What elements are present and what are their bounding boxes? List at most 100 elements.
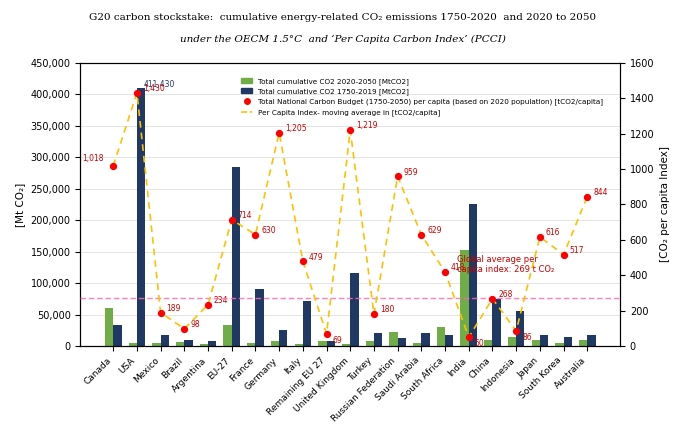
Per Capita Index- moving average in [tCO2/capita] <box>370 311 378 317</box>
Text: 1,018: 1,018 <box>82 155 103 163</box>
Text: 418: 418 <box>451 263 465 272</box>
Text: 959: 959 <box>403 167 419 177</box>
Bar <box>556 343 564 346</box>
Bar <box>493 299 501 346</box>
Bar <box>532 340 540 346</box>
Bar <box>421 333 429 346</box>
Total National Carbon Budget (1750-2050) per capita (based on 2020 population) [tCO2/capita] <box>108 162 119 170</box>
Text: 86: 86 <box>522 333 532 342</box>
Bar <box>208 341 216 346</box>
Bar <box>374 333 382 346</box>
Bar <box>303 301 311 346</box>
Bar <box>540 335 548 346</box>
Text: 50: 50 <box>475 339 484 348</box>
Per Capita Index- moving average in [tCO2/capita] <box>251 232 260 237</box>
Per Capita Index- moving average in [tCO2/capita] <box>204 302 212 307</box>
Line: Per Capita Index- moving average in [tCO2/capita]: Per Capita Index- moving average in [tCO… <box>113 93 587 337</box>
Bar <box>516 311 525 346</box>
Text: 517: 517 <box>569 246 584 255</box>
Text: 69: 69 <box>332 336 342 345</box>
Bar <box>445 336 453 346</box>
Legend: Total cumulative CO2 2020-2050 [MtCO2], Total cumulative CO2 1750-2019 [MtCO2], : Total cumulative CO2 2020-2050 [MtCO2], … <box>238 75 606 119</box>
Per Capita Index- moving average in [tCO2/capita] <box>394 174 402 179</box>
Total National Carbon Budget (1750-2050) per capita (based on 2020 population) [tCO2/capita] <box>321 330 332 337</box>
Total National Carbon Budget (1750-2050) per capita (based on 2020 population) [tCO2/capita] <box>487 295 498 302</box>
Bar <box>484 340 493 346</box>
Per Capita Index- moving average in [tCO2/capita] <box>536 234 544 240</box>
Text: 630: 630 <box>262 226 276 235</box>
Total National Carbon Budget (1750-2050) per capita (based on 2020 population) [tCO2/capita] <box>179 325 190 332</box>
Per Capita Index- moving average in [tCO2/capita] <box>157 310 165 315</box>
Bar <box>319 341 327 346</box>
Total National Carbon Budget (1750-2050) per capita (based on 2020 population) [tCO2/capita] <box>393 173 403 180</box>
Bar <box>161 335 169 346</box>
Per Capita Index- moving average in [tCO2/capita] <box>488 296 497 301</box>
Bar <box>129 343 137 346</box>
Text: Global average per
capita index: 269 t CO₂: Global average per capita index: 269 t C… <box>457 254 554 274</box>
Text: 479: 479 <box>309 253 323 261</box>
Text: 98: 98 <box>190 320 200 329</box>
Total National Carbon Budget (1750-2050) per capita (based on 2020 population) [tCO2/capita] <box>534 233 545 240</box>
Total National Carbon Budget (1750-2050) per capita (based on 2020 population) [tCO2/capita] <box>226 216 237 223</box>
Bar <box>271 341 279 346</box>
Bar <box>256 289 264 346</box>
Bar <box>184 340 192 346</box>
Total National Carbon Budget (1750-2050) per capita (based on 2020 population) [tCO2/capita] <box>416 231 427 238</box>
Total National Carbon Budget (1750-2050) per capita (based on 2020 population) [tCO2/capita] <box>511 327 522 334</box>
Y-axis label: [CO₂ per capita Index]: [CO₂ per capita Index] <box>660 146 670 262</box>
Bar <box>152 343 161 346</box>
Total National Carbon Budget (1750-2050) per capita (based on 2020 population) [tCO2/capita] <box>463 334 474 341</box>
Total National Carbon Budget (1750-2050) per capita (based on 2020 population) [tCO2/capita] <box>155 309 166 316</box>
Bar <box>413 343 421 346</box>
Bar <box>350 273 358 346</box>
Per Capita Index- moving average in [tCO2/capita] <box>133 90 141 95</box>
Text: 629: 629 <box>427 226 442 235</box>
Text: 1,205: 1,205 <box>285 124 307 133</box>
Total National Carbon Budget (1750-2050) per capita (based on 2020 population) [tCO2/capita] <box>274 129 285 136</box>
Bar <box>327 341 335 346</box>
Per Capita Index- moving average in [tCO2/capita] <box>417 232 425 237</box>
Bar <box>564 337 572 346</box>
Bar <box>247 343 256 346</box>
Total National Carbon Budget (1750-2050) per capita (based on 2020 population) [tCO2/capita] <box>369 311 379 318</box>
Bar <box>398 338 406 346</box>
Text: 189: 189 <box>166 304 181 313</box>
Per Capita Index- moving average in [tCO2/capita] <box>227 217 236 223</box>
Text: 844: 844 <box>593 188 608 197</box>
Per Capita Index- moving average in [tCO2/capita] <box>441 269 449 275</box>
Total National Carbon Budget (1750-2050) per capita (based on 2020 population) [tCO2/capita] <box>582 193 593 200</box>
Per Capita Index- moving average in [tCO2/capita] <box>109 163 117 169</box>
Total National Carbon Budget (1750-2050) per capita (based on 2020 population) [tCO2/capita] <box>440 268 451 276</box>
Bar <box>579 340 587 346</box>
Total National Carbon Budget (1750-2050) per capita (based on 2020 population) [tCO2/capita] <box>132 89 142 96</box>
Text: 714: 714 <box>238 211 252 220</box>
Bar <box>176 342 184 346</box>
Bar <box>295 344 303 346</box>
Text: 1,219: 1,219 <box>356 121 377 131</box>
Total National Carbon Budget (1750-2050) per capita (based on 2020 population) [tCO2/capita] <box>203 301 214 308</box>
Bar <box>137 88 145 346</box>
Bar <box>389 332 398 346</box>
Bar <box>200 344 208 346</box>
Per Capita Index- moving average in [tCO2/capita] <box>346 127 354 133</box>
Text: under the OECM 1.5°C  and ‘Per Capita Carbon Index’ (PCCI): under the OECM 1.5°C and ‘Per Capita Car… <box>179 35 506 44</box>
Text: 180: 180 <box>380 305 395 314</box>
Bar <box>587 335 595 346</box>
Bar <box>279 330 288 346</box>
Bar <box>460 250 469 346</box>
Text: 268: 268 <box>499 290 513 299</box>
Per Capita Index- moving average in [tCO2/capita] <box>512 328 521 333</box>
Total National Carbon Budget (1750-2050) per capita (based on 2020 population) [tCO2/capita] <box>558 251 569 258</box>
Bar <box>469 205 477 346</box>
Total National Carbon Budget (1750-2050) per capita (based on 2020 population) [tCO2/capita] <box>297 258 308 265</box>
Bar <box>366 341 374 346</box>
Per Capita Index- moving average in [tCO2/capita] <box>275 130 284 135</box>
Per Capita Index- moving average in [tCO2/capita] <box>299 259 307 264</box>
Per Capita Index- moving average in [tCO2/capita] <box>180 326 188 332</box>
Text: 234: 234 <box>214 296 229 305</box>
Bar <box>437 327 445 346</box>
Y-axis label: [Mt CO₂]: [Mt CO₂] <box>15 182 25 226</box>
Per Capita Index- moving average in [tCO2/capita] <box>464 335 473 340</box>
Text: G20 carbon stockstake:  cumulative energy-related CO₂ emissions 1750-2020  and 2: G20 carbon stockstake: cumulative energy… <box>89 13 596 22</box>
Total National Carbon Budget (1750-2050) per capita (based on 2020 population) [tCO2/capita] <box>250 231 261 238</box>
